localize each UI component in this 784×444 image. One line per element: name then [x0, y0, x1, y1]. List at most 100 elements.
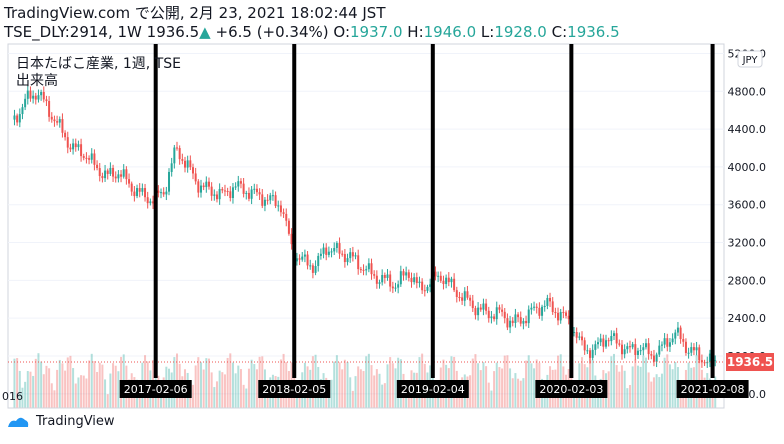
- candle-body: [607, 340, 610, 342]
- candle-body: [533, 306, 536, 308]
- volume-bar: [85, 378, 88, 408]
- volume-bar: [482, 362, 485, 408]
- candle-body: [700, 360, 703, 363]
- volume-bar: [231, 362, 234, 408]
- candle-body: [133, 191, 136, 197]
- volume-bar: [197, 357, 200, 408]
- candle-body: [311, 265, 314, 273]
- candle-body: [191, 167, 194, 174]
- candle-body: [242, 183, 245, 194]
- volume-bar: [218, 370, 221, 408]
- volume-bar: [660, 373, 663, 408]
- open-label: O:: [333, 23, 351, 41]
- candle-body: [189, 160, 192, 168]
- candle-body: [517, 314, 520, 318]
- volume-bar: [45, 365, 48, 408]
- volume-bar: [213, 387, 216, 408]
- volume-bar: [16, 358, 19, 408]
- volume-bar: [253, 364, 256, 408]
- candle-body: [122, 169, 125, 177]
- candle-body: [277, 205, 280, 207]
- candle-body: [77, 144, 80, 148]
- volume-bar: [509, 368, 512, 408]
- candle-body: [509, 320, 512, 328]
- candle-body: [274, 195, 277, 206]
- volume-bar: [386, 364, 389, 408]
- volume-bar: [72, 368, 75, 408]
- candle-body: [335, 243, 338, 249]
- volume-bar: [13, 358, 16, 408]
- time-axis[interactable]: 2017-02-06 2018-02-05 2019-02-04 2020-02-03…: [2, 380, 749, 409]
- high-value: 1946.0: [423, 23, 477, 41]
- candle-body: [56, 121, 59, 123]
- candle-body: [218, 188, 221, 200]
- candle-body: [493, 316, 496, 320]
- candle-body: [37, 95, 40, 100]
- volume-bar: [338, 362, 341, 408]
- volume-bar: [365, 356, 368, 408]
- candle-body: [628, 346, 631, 348]
- candle-body: [445, 277, 448, 285]
- candle-body: [479, 307, 482, 310]
- candle-body: [263, 199, 266, 206]
- candle-body: [557, 312, 560, 321]
- candle-body: [471, 300, 474, 309]
- volume-bar: [50, 383, 53, 408]
- date-marker-label: 2018-02-05: [258, 380, 331, 398]
- volume-bar: [357, 366, 360, 408]
- candle-body: [88, 158, 91, 160]
- volume-bar: [37, 353, 40, 408]
- candle-body: [45, 99, 48, 102]
- candle-body: [415, 277, 418, 284]
- candle-body: [421, 281, 424, 291]
- currency-badge[interactable]: JPY: [737, 50, 763, 68]
- candle-body: [522, 320, 525, 324]
- candle-body: [114, 176, 117, 179]
- candle-body: [676, 327, 679, 333]
- volume-bar: [112, 363, 115, 408]
- candle-body: [495, 307, 498, 320]
- price-axis[interactable]: 5200.04800.04400.04000.03600.03200.02800…: [726, 47, 774, 401]
- volume-bar: [255, 369, 258, 408]
- close-value: 1936.5: [567, 23, 620, 41]
- volume-bar: [239, 369, 242, 408]
- candle-body: [309, 265, 312, 267]
- volume-bar: [658, 377, 661, 408]
- volume-bar: [56, 369, 59, 408]
- candle-body: [317, 255, 320, 266]
- candle-body: [703, 362, 706, 364]
- footer[interactable]: TradingView: [6, 414, 115, 429]
- volume-bar: [498, 367, 501, 408]
- low-label: L:: [480, 23, 495, 41]
- volume-bar: [18, 370, 21, 408]
- candle-body: [474, 308, 477, 316]
- volume-bar: [663, 357, 666, 408]
- volume-bar: [610, 356, 613, 408]
- candle-body: [90, 153, 93, 160]
- candle-body: [562, 312, 565, 314]
- candle-body: [199, 185, 202, 193]
- date-markers: [153, 44, 715, 378]
- candle-body: [418, 281, 421, 284]
- volume-bar: [647, 372, 650, 408]
- candle-body: [16, 115, 19, 123]
- date-marker-line: [153, 44, 158, 378]
- volume-bar: [495, 362, 498, 408]
- volume-bar: [527, 355, 530, 408]
- candle-body: [325, 247, 328, 255]
- volume-bar: [66, 357, 69, 408]
- candle-body: [141, 188, 144, 192]
- volume-bar: [391, 363, 394, 408]
- volume-bar: [493, 371, 496, 408]
- date-marker-line: [292, 44, 297, 378]
- date-marker-box: [535, 380, 608, 398]
- candle-body: [554, 312, 557, 314]
- volume-bar: [242, 384, 245, 408]
- volume-bar: [612, 353, 615, 408]
- candle-body: [223, 190, 226, 192]
- candle-body: [149, 201, 152, 204]
- volume-bar: [471, 358, 474, 408]
- candle-body: [514, 314, 517, 323]
- candle-body: [266, 199, 269, 201]
